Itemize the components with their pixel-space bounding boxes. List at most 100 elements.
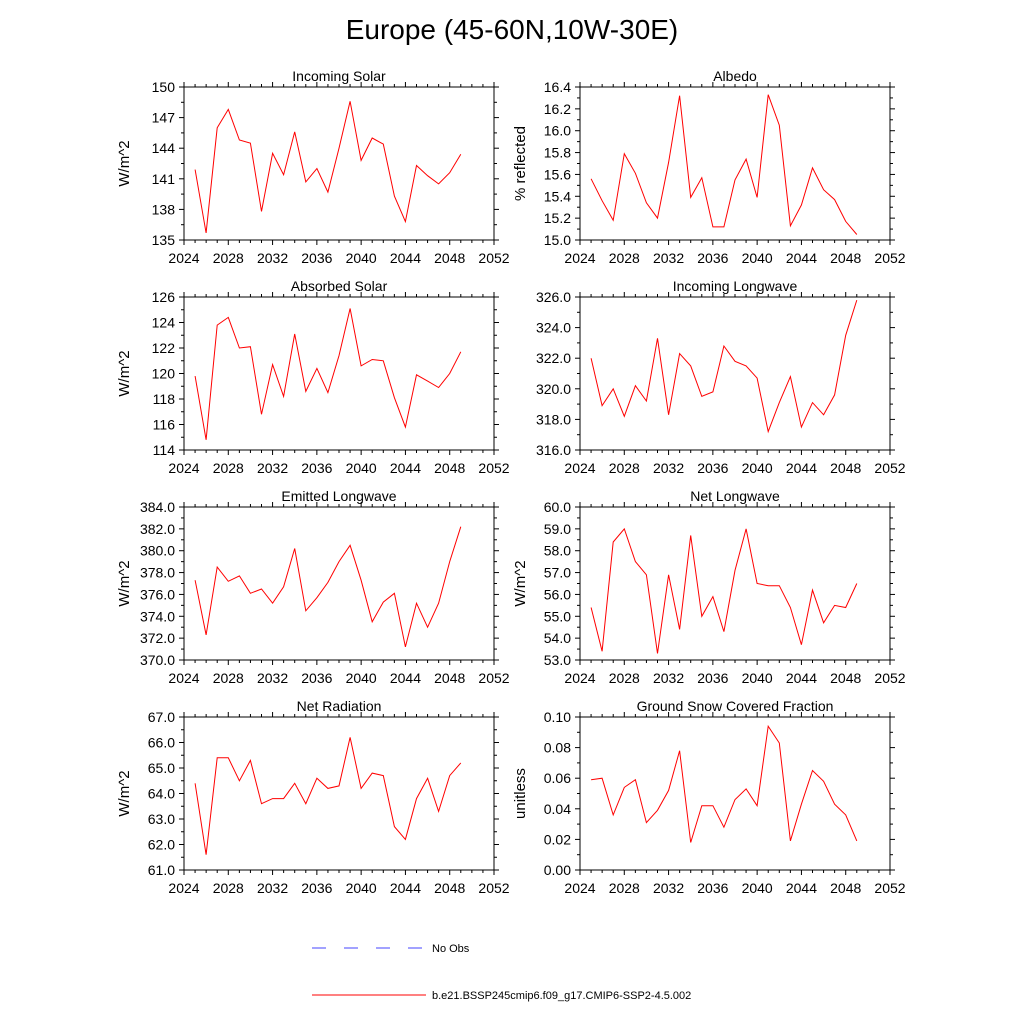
y-tick-label: 60.0 bbox=[544, 499, 571, 515]
y-tick-label: 63.0 bbox=[148, 811, 175, 827]
series-line bbox=[590, 527, 858, 654]
chart-title: Net Radiation bbox=[297, 698, 382, 714]
y-tick-label: 15.6 bbox=[544, 166, 571, 182]
y-axis-label: % reflected bbox=[512, 126, 529, 201]
chart-title: Absorbed Solar bbox=[291, 278, 388, 294]
x-tick-label: 2048 bbox=[434, 460, 465, 476]
x-tick-label: 2044 bbox=[390, 250, 421, 266]
x-tick-label: 2036 bbox=[697, 250, 728, 266]
y-tick-label: 67.0 bbox=[148, 709, 175, 725]
y-axis-label: W/m^2 bbox=[116, 350, 133, 396]
chart-panel: Net Longwave 53.0 54.0 55.0 56.0 57.0 58.0 59.0… bbox=[512, 488, 906, 686]
y-tick-label: 15.4 bbox=[544, 188, 571, 204]
x-tick-label: 2024 bbox=[564, 250, 595, 266]
y-tick-label: 16.0 bbox=[544, 123, 571, 139]
chart-title: Ground Snow Covered Fraction bbox=[637, 698, 834, 714]
x-tick-label: 2052 bbox=[478, 460, 509, 476]
y-tick-label: 135 bbox=[152, 232, 176, 248]
y-tick-label: 58.0 bbox=[544, 543, 571, 559]
y-axis-label: unitless bbox=[512, 768, 529, 819]
chart-panel: Net Radiation 61.0 62.0 63.0 64.0 65.0 66.0 67.… bbox=[116, 698, 510, 896]
y-tick-label: 372.0 bbox=[140, 630, 175, 646]
y-tick-label: 380.0 bbox=[140, 543, 175, 559]
y-axis-label: W/m^2 bbox=[116, 770, 133, 816]
x-tick-label: 2032 bbox=[653, 250, 684, 266]
legend-model-label: b.e21.BSSP245cmip6.f09_g17.CMIP6-SSP2-4.… bbox=[432, 990, 691, 1002]
y-tick-label: 122 bbox=[152, 340, 176, 356]
y-tick-label: 126 bbox=[152, 289, 176, 305]
x-tick-label: 2048 bbox=[830, 880, 861, 896]
y-tick-label: 0.06 bbox=[544, 770, 571, 786]
plot-frame bbox=[579, 506, 891, 661]
y-tick-label: 326.0 bbox=[536, 289, 571, 305]
plot-frame bbox=[579, 296, 891, 451]
x-tick-label: 2032 bbox=[257, 250, 288, 266]
chart-panel: Incoming Longwave 316.0 318.0 320.0 322.0 324… bbox=[536, 278, 906, 476]
y-tick-label: 16.2 bbox=[544, 101, 571, 117]
series-line bbox=[590, 94, 858, 235]
x-tick-label: 2040 bbox=[742, 670, 773, 686]
x-tick-label: 2032 bbox=[257, 460, 288, 476]
chart-title: Incoming Longwave bbox=[673, 278, 798, 294]
series-line bbox=[590, 299, 858, 434]
x-tick-label: 2024 bbox=[564, 670, 595, 686]
x-tick-label: 2032 bbox=[653, 460, 684, 476]
x-tick-label: 2040 bbox=[346, 670, 377, 686]
y-tick-label: 0.10 bbox=[544, 709, 571, 725]
x-tick-label: 2052 bbox=[478, 880, 509, 896]
x-tick-label: 2024 bbox=[564, 880, 595, 896]
y-tick-label: 138 bbox=[152, 201, 176, 217]
series-line bbox=[194, 101, 462, 233]
chart-title: Emitted Longwave bbox=[281, 488, 396, 504]
x-tick-label: 2036 bbox=[301, 670, 332, 686]
x-tick-label: 2024 bbox=[168, 460, 199, 476]
x-tick-label: 2024 bbox=[168, 250, 199, 266]
series-line bbox=[591, 724, 858, 843]
x-tick-label: 2044 bbox=[786, 460, 817, 476]
plot-frame bbox=[183, 296, 495, 451]
series-line bbox=[194, 737, 462, 855]
series-line bbox=[194, 526, 462, 648]
plot-frame bbox=[183, 506, 495, 661]
y-tick-label: 0.00 bbox=[544, 862, 571, 878]
x-tick-label: 2048 bbox=[830, 460, 861, 476]
y-tick-label: 114 bbox=[153, 442, 176, 458]
y-tick-label: 55.0 bbox=[544, 608, 571, 624]
x-tick-label: 2040 bbox=[346, 880, 377, 896]
y-tick-label: 382.0 bbox=[140, 521, 175, 537]
y-tick-label: 53.0 bbox=[544, 652, 571, 668]
chart-title: Albedo bbox=[713, 68, 757, 84]
y-tick-label: 384.0 bbox=[140, 499, 175, 515]
x-tick-label: 2032 bbox=[257, 880, 288, 896]
x-tick-label: 2028 bbox=[609, 250, 640, 266]
x-tick-label: 2052 bbox=[874, 880, 905, 896]
x-tick-label: 2040 bbox=[742, 460, 773, 476]
y-tick-label: 16.4 bbox=[544, 79, 571, 95]
x-tick-label: 2048 bbox=[830, 250, 861, 266]
x-tick-label: 2044 bbox=[786, 880, 817, 896]
x-tick-label: 2040 bbox=[742, 250, 773, 266]
x-tick-label: 2052 bbox=[478, 250, 509, 266]
y-tick-label: 320.0 bbox=[536, 381, 571, 397]
y-tick-label: 56.0 bbox=[544, 586, 571, 602]
y-tick-label: 57.0 bbox=[544, 565, 571, 581]
x-tick-label: 2028 bbox=[609, 880, 640, 896]
y-tick-label: 322.0 bbox=[536, 350, 571, 366]
y-tick-label: 0.08 bbox=[544, 740, 571, 756]
chart-panel: Albedo 15.0 15.2 15.4 15.6 15.8 16.0 16.2 16.4 20… bbox=[512, 68, 906, 266]
x-tick-label: 2052 bbox=[874, 250, 905, 266]
x-tick-label: 2052 bbox=[478, 670, 509, 686]
y-tick-label: 150 bbox=[152, 79, 176, 95]
x-tick-label: 2036 bbox=[301, 460, 332, 476]
x-tick-label: 2036 bbox=[301, 880, 332, 896]
y-tick-label: 144 bbox=[152, 140, 176, 156]
x-tick-label: 2044 bbox=[786, 250, 817, 266]
x-tick-label: 2024 bbox=[564, 460, 595, 476]
y-axis-label: W/m^2 bbox=[116, 560, 133, 606]
x-tick-label: 2044 bbox=[390, 670, 421, 686]
y-tick-label: 370.0 bbox=[140, 652, 175, 668]
page-title: Europe (45-60N,10W-30E) bbox=[345, 14, 679, 45]
y-tick-label: 316.0 bbox=[536, 442, 571, 458]
series-line bbox=[194, 308, 462, 440]
